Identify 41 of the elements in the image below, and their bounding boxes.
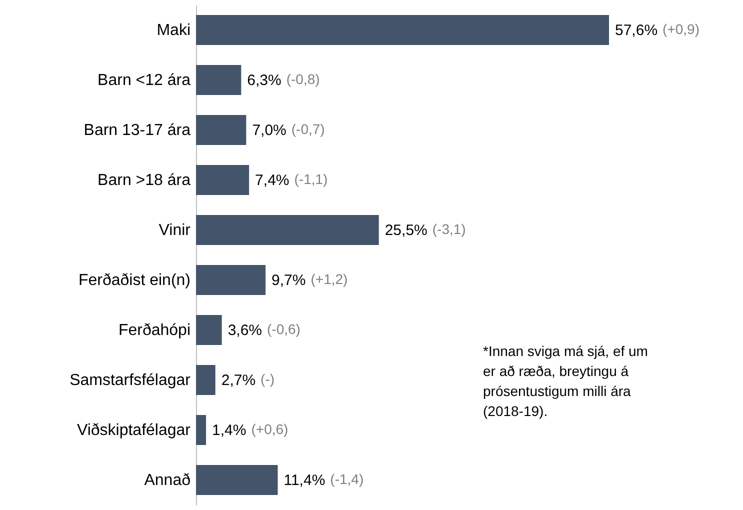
y-tick-label: Barn >18 ára: [98, 172, 191, 189]
y-tick-label: Annað: [144, 472, 191, 489]
bar: [196, 65, 242, 95]
data-label: 1,4%: [212, 422, 246, 439]
y-tick-label: Barn 13-17 ára: [84, 122, 191, 139]
bar: [196, 465, 278, 495]
data-label: 25,5%: [384, 222, 428, 239]
data-label: 6,3%: [247, 72, 282, 89]
y-tick-label: Vinir: [158, 222, 192, 239]
y-tick-label: Barn <12 ára: [98, 72, 191, 89]
bar: [196, 365, 216, 395]
bar: [196, 15, 609, 45]
y-tick-label: Ferðaðist ein(n): [78, 272, 190, 289]
data-label: 7,4%: [255, 172, 290, 189]
data-label: 7,0%: [252, 122, 286, 139]
annotation: (-0,8): [286, 71, 320, 87]
bar: [196, 215, 379, 245]
bar: [196, 315, 222, 345]
annotation: *Innan sviga má sjá, ef um er að ræða, breytingu á prósentustigum milli ára (2018-19).: [483, 343, 648, 419]
annotation: (-1,4): [330, 471, 364, 487]
data-label: 3,6%: [228, 322, 262, 339]
annotation: (-): [260, 371, 275, 387]
data-label: 11,4%: [284, 472, 326, 489]
annotation: (+0,6): [251, 421, 288, 437]
bar: [196, 115, 246, 145]
data-label: 57,6%: [615, 22, 658, 39]
y-tick-label: Maki: [156, 22, 190, 39]
bar: [196, 165, 250, 195]
annotation: (-0,6): [267, 321, 300, 337]
data-label: 9,7%: [272, 272, 306, 289]
annotation: (+1,2): [310, 271, 348, 287]
y-tick-label: Ferðahópi: [118, 322, 190, 339]
annotation: (-0,7): [291, 121, 325, 137]
bar: [196, 415, 206, 445]
annotation: (-3,1): [432, 221, 466, 237]
y-tick-label: Samstarfsfélagar: [70, 372, 192, 389]
data-label: 2,7%: [221, 372, 256, 389]
text: (+0,9): [662, 21, 700, 37]
bar: [196, 265, 266, 295]
y-tick-label: Viðskiptafélagar: [76, 422, 192, 439]
annotation: (-1,1): [294, 171, 328, 187]
